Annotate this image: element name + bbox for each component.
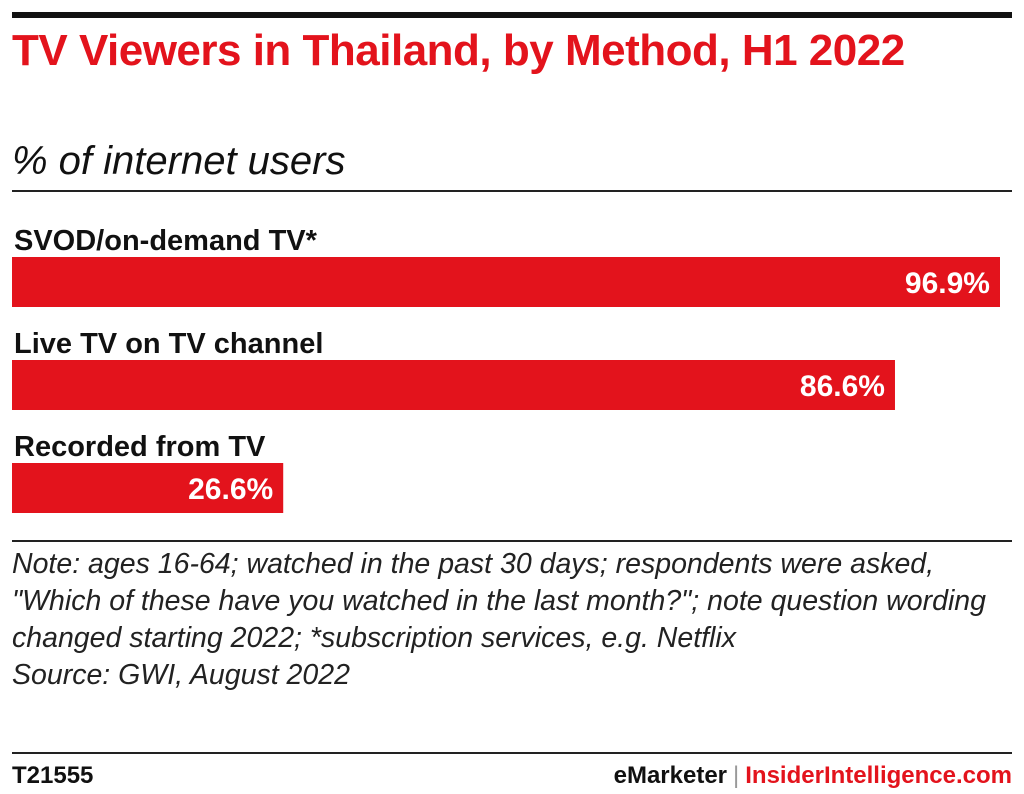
header-divider: [12, 190, 1012, 192]
category-label: SVOD/on-demand TV*: [14, 225, 318, 257]
note-divider: [12, 540, 1012, 542]
bar: [12, 463, 284, 513]
chart-id: T21555: [12, 762, 94, 789]
bar: [12, 360, 895, 410]
chart-title: TV Viewers in Thailand, by Method, H1 20…: [12, 26, 905, 75]
footer-brand: eMarketer | InsiderIntelligence.com: [614, 762, 1012, 790]
note-block: Note: ages 16-64; watched in the past 30…: [12, 546, 1012, 694]
value-label: 96.9%: [905, 267, 990, 300]
chart-subtitle: % of internet users: [12, 139, 346, 183]
category-label: Recorded from TV: [14, 431, 266, 463]
chart-source: Source: GWI, August 2022: [12, 659, 350, 691]
bar: [12, 257, 1000, 307]
top-rule: [12, 12, 1012, 18]
category-label: Live TV on TV channel: [14, 328, 323, 360]
value-label: 26.6%: [188, 473, 273, 506]
value-label: 86.6%: [800, 370, 885, 403]
chart-note: Note: ages 16-64; watched in the past 30…: [12, 548, 986, 654]
brand-emarketer: eMarketer: [613, 762, 728, 789]
footer-divider: [12, 752, 1012, 754]
brand-separator: |: [733, 762, 740, 789]
brand-insiderintelligence: InsiderIntelligence.com: [745, 762, 1012, 789]
